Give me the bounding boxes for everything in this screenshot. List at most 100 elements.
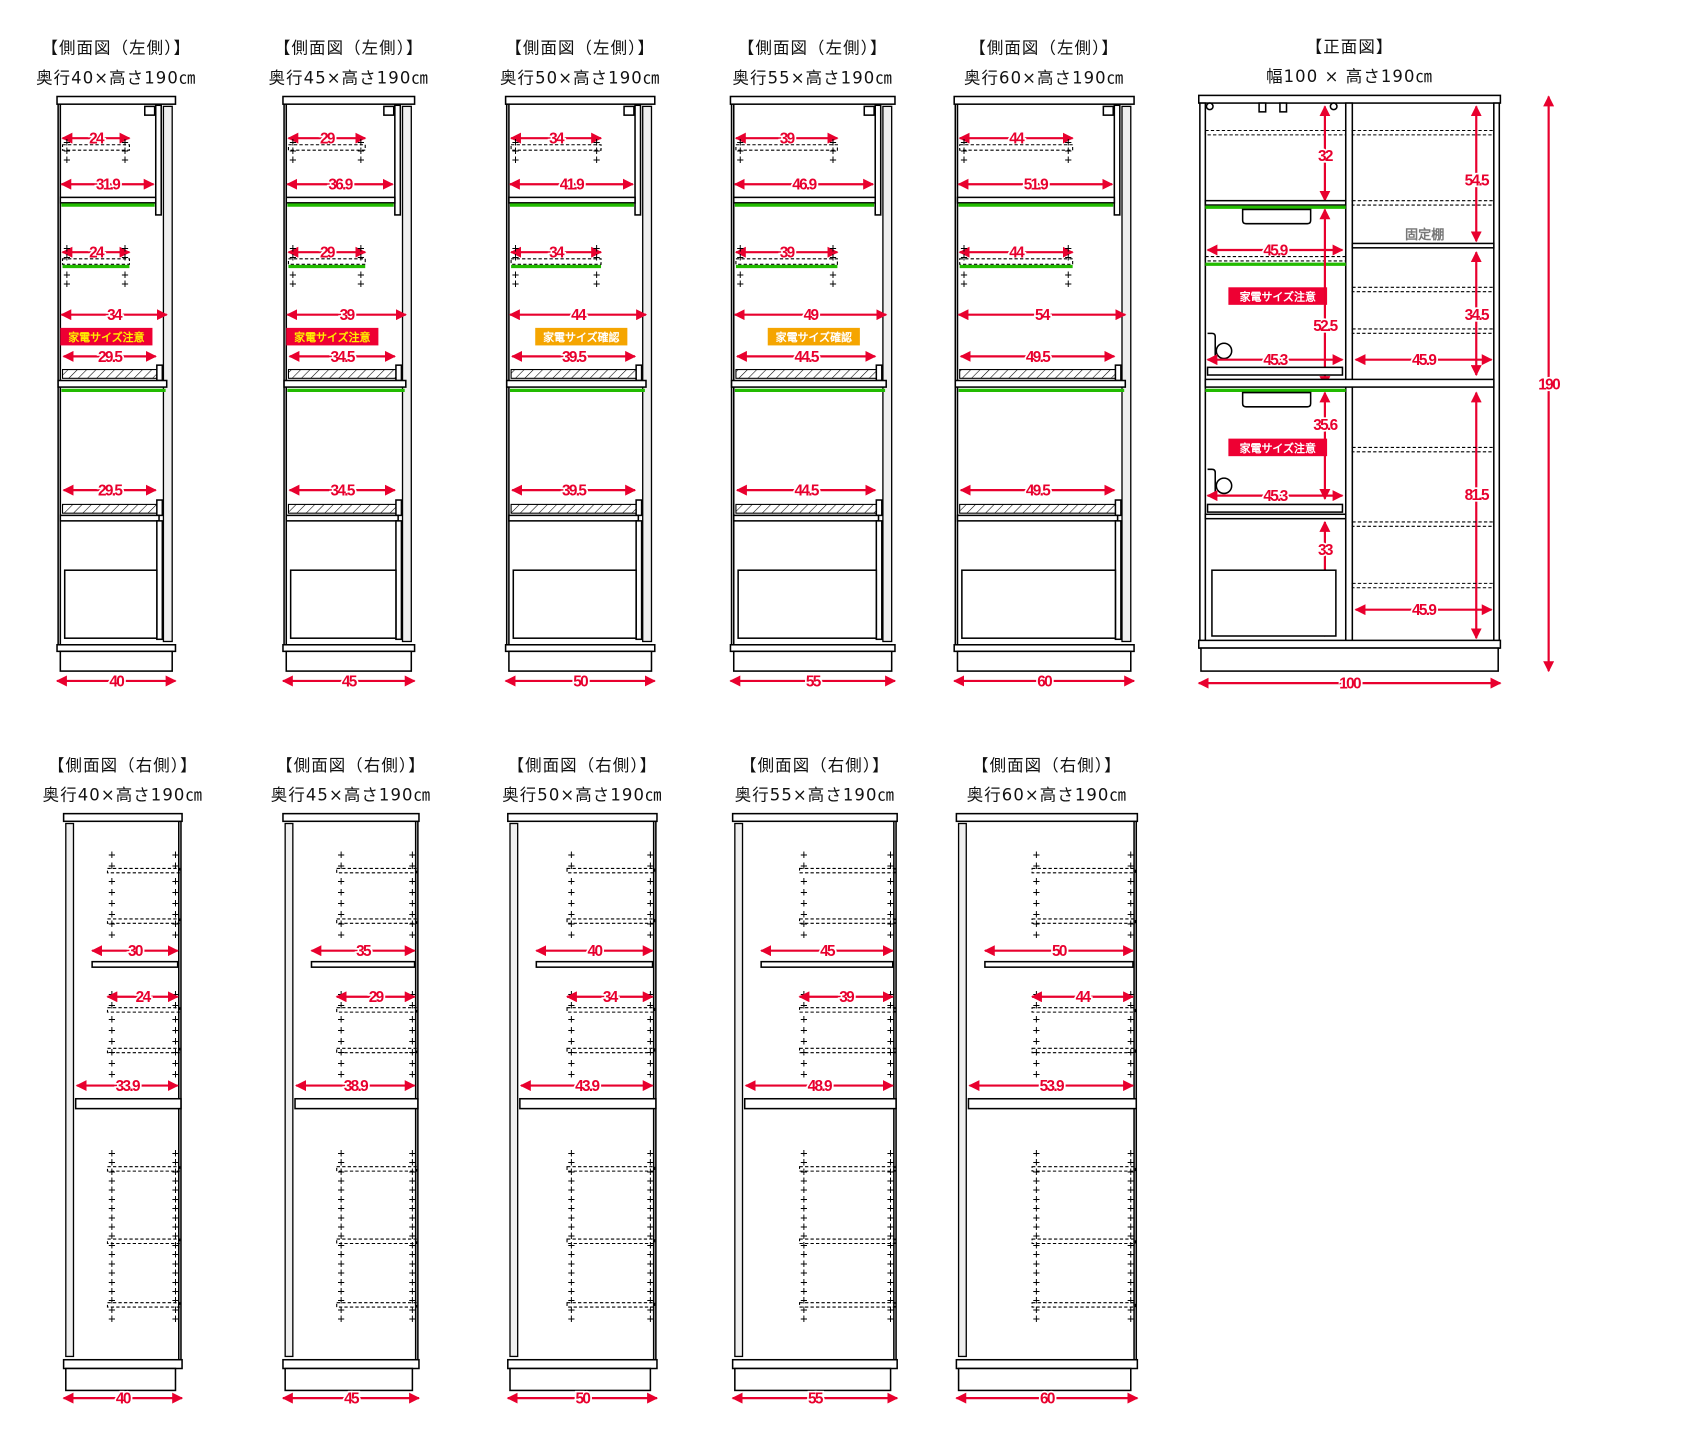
upper-slide-tray-label: 39.5 — [562, 349, 587, 366]
shelf-pin-icon: + — [409, 1023, 416, 1037]
adjustable-shelf-outline — [798, 1166, 896, 1172]
door-panel — [1121, 105, 1132, 643]
lower-slide-tray — [1206, 503, 1344, 513]
left-side-view-45: 【側面図（左側）】奥行45×高さ190㎝29++++++36.929++++++… — [269, 39, 429, 692]
outlet-icon — [1207, 332, 1216, 361]
shelf-pin-icon: + — [289, 276, 296, 290]
shelf-pin-icon: + — [337, 1034, 344, 1048]
shelf-pin-icon: + — [357, 250, 364, 264]
shelf-pin-icon: + — [172, 1220, 179, 1234]
shelf-pin-icon: + — [800, 1012, 807, 1026]
upper-appliance-height-label: 52.5 — [1313, 318, 1338, 335]
shelf-pin-icon: + — [887, 1266, 894, 1280]
inner-depth-label: 54 — [1035, 307, 1051, 324]
fixed-shelf-label: 固定棚 — [1405, 226, 1444, 243]
shelf-pin-icon: + — [1127, 859, 1134, 873]
shelf-pin-icon: + — [887, 1229, 894, 1243]
shelf-pin-icon: + — [108, 1146, 115, 1160]
shelf-pin-icon: + — [409, 1183, 416, 1197]
drawer-top — [956, 514, 1119, 522]
shelf-pin-icon: + — [409, 885, 416, 899]
shelf-pin-icon: + — [800, 1293, 807, 1307]
shelf-pin-icon: + — [108, 1012, 115, 1026]
shelf-pin-icon: + — [800, 1238, 807, 1252]
bottom-board — [1198, 639, 1502, 649]
shelf-pin-icon: + — [647, 1266, 654, 1280]
shelf-pin-icon: + — [1033, 1302, 1040, 1316]
bottom-board — [56, 644, 177, 653]
middle-board — [730, 379, 887, 388]
shelf-pin-icon: + — [1065, 241, 1072, 255]
upper-shelf — [285, 196, 396, 204]
shelf-pin-icon: + — [568, 1192, 575, 1206]
adjustable-shelf-outline — [1031, 1047, 1136, 1054]
shelf-pin-icon: + — [512, 144, 519, 158]
shelf-pin-icon: + — [1033, 1210, 1040, 1224]
shelf-pin-icon: + — [172, 928, 179, 942]
shelf-pin-icon: + — [593, 144, 600, 158]
shelf-pin-icon: + — [1033, 885, 1040, 899]
shelf-pin-icon: + — [568, 1293, 575, 1307]
shelf-pin-icon: + — [409, 1247, 416, 1261]
shelf-pin-icon: + — [887, 1045, 894, 1059]
shelf-pin-icon: + — [647, 1201, 654, 1215]
shelf-pin-icon: + — [1127, 1302, 1134, 1316]
door-hinge-icon — [623, 105, 635, 116]
view-subtitle: 奥行45×高さ190㎝ — [269, 68, 429, 87]
shelf-pin-icon: + — [337, 1266, 344, 1280]
shelf-pin-icon: + — [1033, 1034, 1040, 1048]
shelf-pin-icon: + — [1033, 1256, 1040, 1270]
shelf-pin-icon: + — [568, 998, 575, 1012]
shelf-pin-icon: + — [172, 1012, 179, 1026]
shelf-pin-icon: + — [108, 1229, 115, 1243]
shelf-pin-icon: + — [647, 928, 654, 942]
adjustable-shelf-depth-label: 29 — [369, 989, 384, 1006]
tray-stopper — [395, 364, 403, 382]
shelf-pin-icon: + — [647, 1164, 654, 1178]
shelf-pin-icon: + — [1127, 1045, 1134, 1059]
shelf-pin-icon: + — [568, 928, 575, 942]
adjustable-shelf-outline — [798, 1007, 896, 1013]
shelf-pin-icon: + — [108, 1256, 115, 1270]
inner-depth-label: 44 — [571, 307, 587, 324]
shelf-pin-icon: + — [1127, 1284, 1134, 1298]
shelf-pin-icon: + — [337, 1302, 344, 1316]
overall-depth-label: 40 — [109, 673, 124, 690]
shelf-pin-icon: + — [887, 1256, 894, 1270]
shelf-pin-icon: + — [172, 848, 179, 862]
view-heading: 【側面図（左側）】 — [969, 39, 1119, 58]
shelf-pin-icon: + — [108, 1067, 115, 1081]
shelf-pin-icon: + — [357, 276, 364, 290]
shelf-pin-icon: + — [108, 1173, 115, 1187]
upper-slide-tray — [1206, 366, 1344, 376]
shelf-pin-icon: + — [172, 1045, 179, 1059]
shelf-pin-icon: + — [172, 1210, 179, 1224]
shelf-pin-icon: + — [593, 276, 600, 290]
shelf-pin-icon: + — [108, 1045, 115, 1059]
shelf-pin-icon: + — [647, 1067, 654, 1081]
shelf-pin-icon: + — [568, 1256, 575, 1270]
adjustable-shelf-outline — [1351, 286, 1495, 293]
shelf-pin-icon: + — [647, 1302, 654, 1316]
door-hinge-icon — [144, 105, 156, 116]
shelf-pin-icon: + — [647, 1293, 654, 1307]
shelf-pin-icon: + — [1127, 1266, 1134, 1280]
shelf-pin-icon: + — [121, 250, 128, 264]
shelf-pin-icon: + — [887, 1275, 894, 1289]
shelf-pin-icon: + — [887, 928, 894, 942]
shelf-pin-icon: + — [647, 1173, 654, 1187]
lower-appliance-height-label: 35.6 — [1313, 417, 1337, 434]
bottom-board — [729, 644, 896, 653]
shelf-pin-icon: + — [108, 1056, 115, 1070]
drawer-front — [1114, 520, 1122, 641]
plinth — [956, 650, 1132, 672]
adjustable-shelf-depth-label: 24 — [136, 989, 152, 1006]
lower-slide-tray-hatch — [61, 503, 159, 514]
shelf-pin-icon: + — [172, 1192, 179, 1206]
shelf-pin-icon: + — [63, 268, 70, 282]
shelf-pin-icon: + — [1033, 859, 1040, 873]
shelf-pin-icon: + — [568, 1210, 575, 1224]
shelf-pin-icon: + — [172, 1201, 179, 1215]
range-hood-icon — [1241, 208, 1312, 225]
plinth — [509, 1367, 652, 1392]
